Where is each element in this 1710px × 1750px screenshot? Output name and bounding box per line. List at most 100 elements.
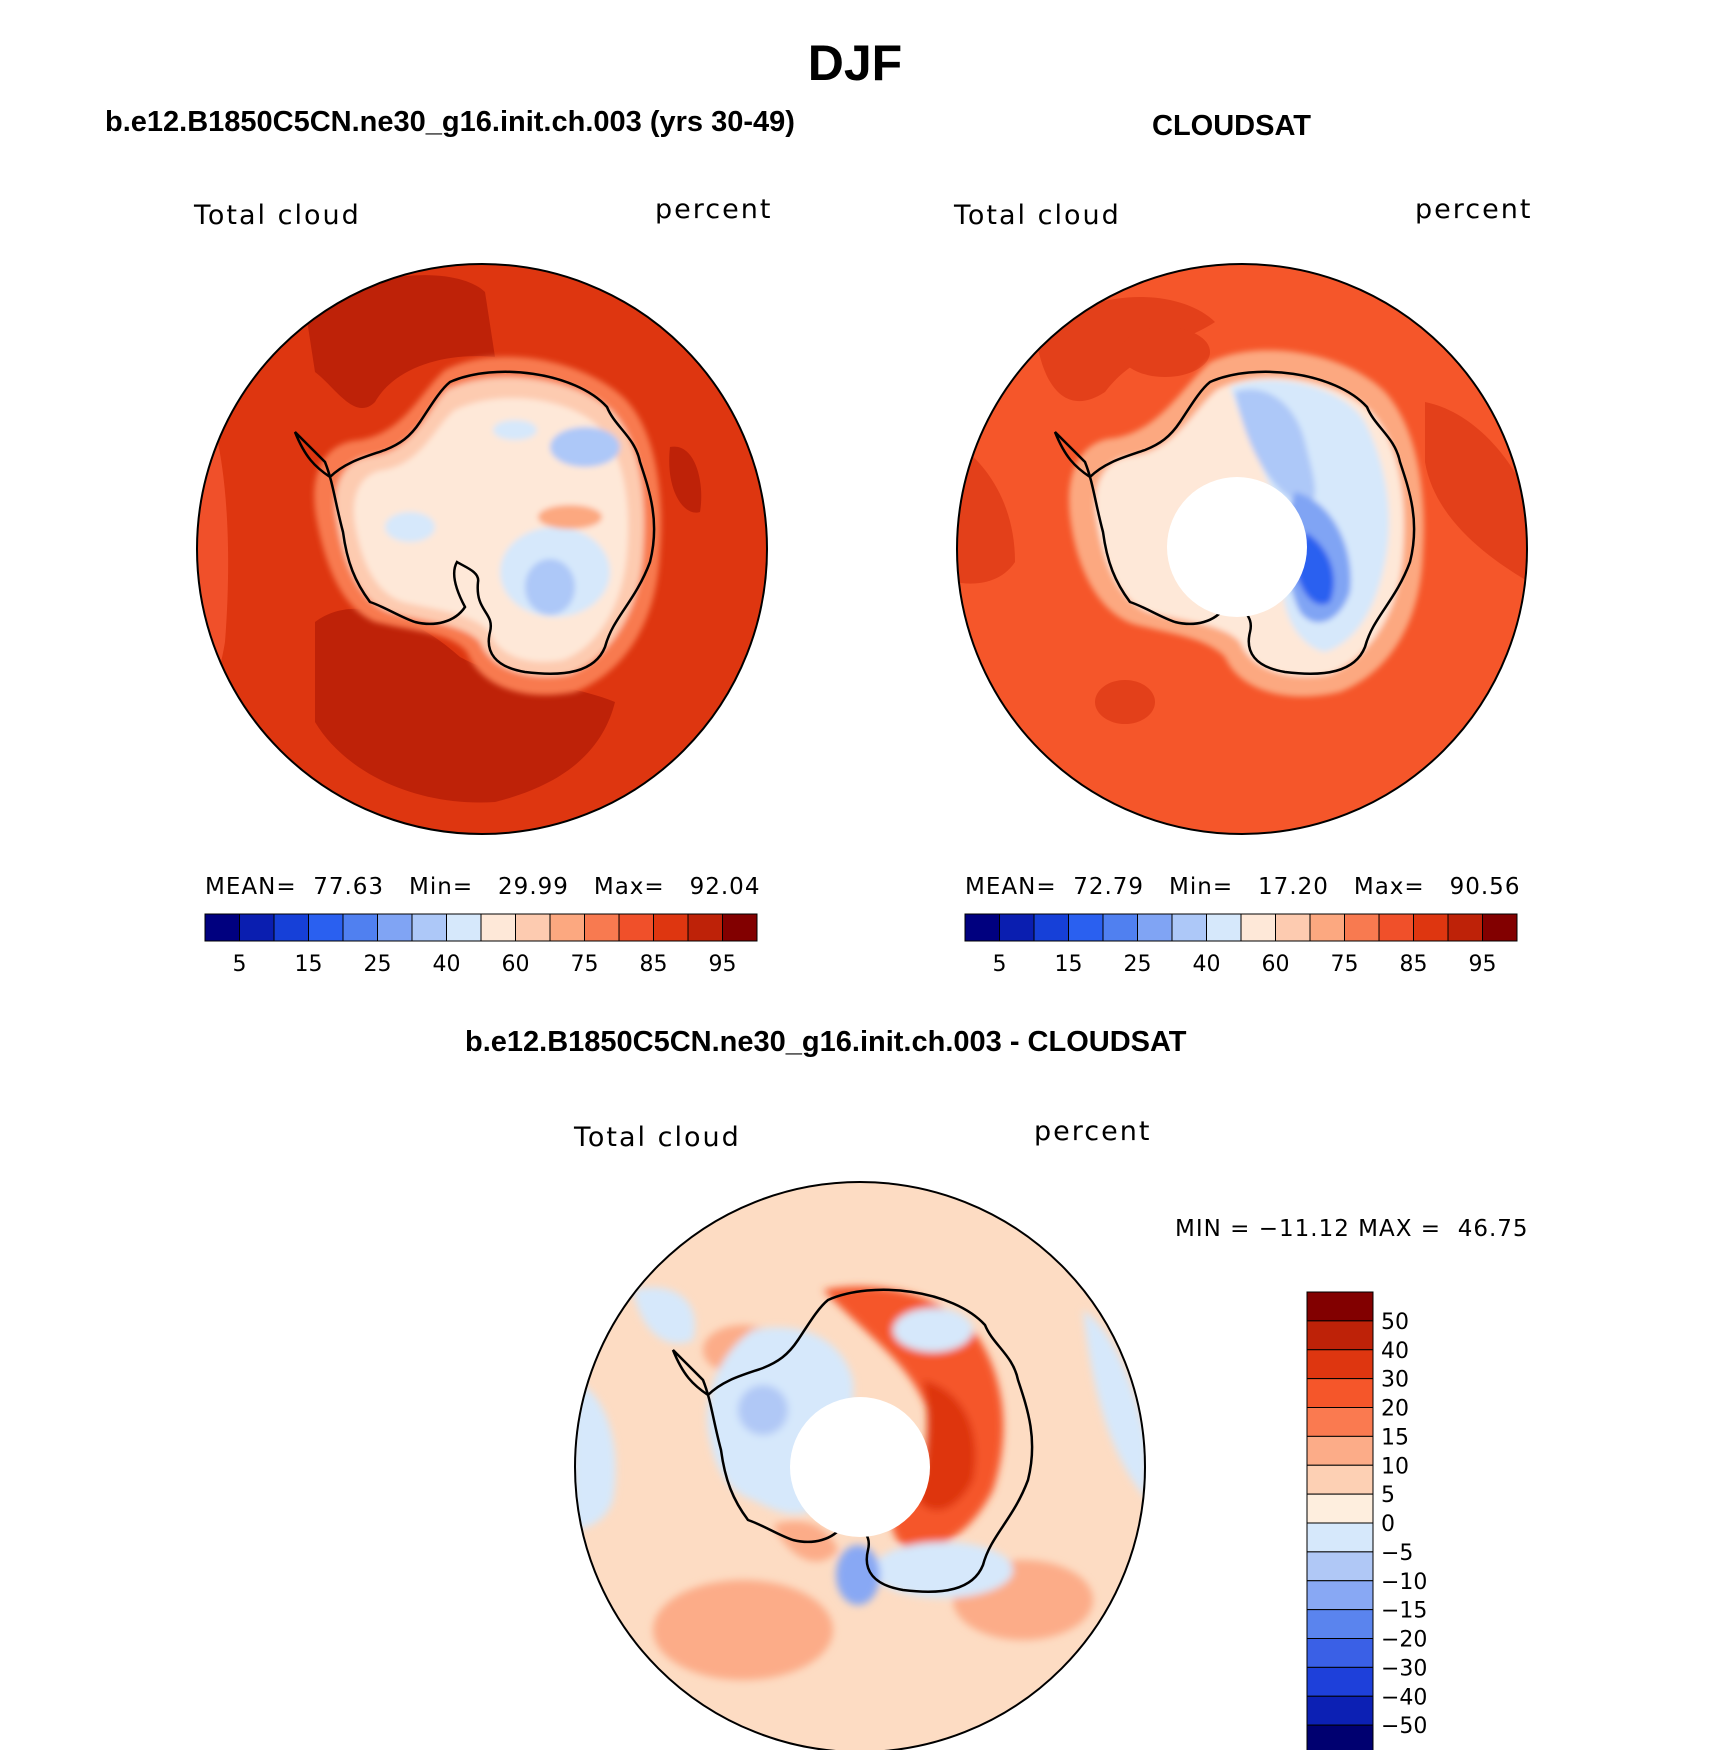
panel3-colorbar-swatch	[1306, 1407, 1374, 1437]
panel3-variable-label: Total cloud	[574, 1122, 741, 1153]
panel2-pole-hole	[1167, 477, 1307, 617]
panel1-colorbar-swatch	[239, 913, 275, 942]
panel3-colorbar-swatch	[1306, 1291, 1374, 1322]
panel2-variable-label: Total cloud	[954, 200, 1121, 231]
panel2-min-value: 17.20	[1258, 874, 1329, 900]
panel3-colorbar-swatch	[1306, 1666, 1374, 1697]
panel2-high-cloud-region	[1425, 402, 1527, 582]
panel3-negative-region	[893, 1308, 973, 1352]
panel2-colorbar-swatch	[1137, 913, 1173, 942]
panel2-units-label: percent	[1415, 194, 1533, 225]
panel2-colorbar-swatch	[1309, 913, 1345, 942]
panel3-title: b.e12.B1850C5CN.ne30_g16.init.ch.003 - C…	[465, 1026, 1187, 1058]
panel1-colorbar-tick-label: 75	[571, 952, 599, 977]
panel3-negative-region	[836, 1545, 880, 1605]
panel1-colorbar-swatch	[446, 913, 482, 942]
panel3-colorbar-tick-label: 40	[1381, 1339, 1409, 1364]
panel1-colorbar-tick-label: 15	[295, 952, 323, 977]
panel3-map-border	[574, 1181, 1146, 1750]
panel2-colorbar-swatch	[1378, 913, 1414, 942]
panel2-min-label: Min=	[1169, 874, 1234, 900]
panel2-colorbar-swatch	[964, 913, 1000, 942]
panel3-map	[574, 1181, 1146, 1750]
panel1-colorbar-tick-label: 95	[709, 952, 737, 977]
panel3-colorbar-tick-label: 10	[1381, 1454, 1409, 1479]
panel2-map	[956, 263, 1528, 835]
panel2-colorbar-swatch	[1102, 913, 1138, 942]
panel3-colorbar-swatch	[1306, 1638, 1374, 1668]
panel1-colorbar: 5 15 25 40 60 75 85 95	[204, 913, 758, 977]
panel3-negative-region	[1083, 1310, 1145, 1500]
figure-title: DJF	[807, 35, 903, 91]
panel1-colorbar-tick-label: 85	[640, 952, 668, 977]
panel1-colorbar-swatch	[480, 913, 516, 942]
panel2-high-cloud-region	[957, 442, 1015, 584]
panel2-colorbar-swatch	[1344, 913, 1380, 942]
panel3-minmax-text: MIN = −11.12 MAX = 46.75	[1175, 1216, 1529, 1242]
panel1-colorbar-swatch	[584, 913, 620, 942]
panel2-colorbar-swatch	[1413, 913, 1449, 942]
panel2-colorbar: 5 15 25 40 60 75 85 95	[964, 913, 1518, 977]
panel3-positive-region	[918, 1380, 976, 1511]
panel2-colorbar-swatch	[1206, 913, 1242, 942]
panel3-pole-hole	[790, 1397, 930, 1537]
panel3-colorbar-swatch	[1306, 1609, 1374, 1639]
panel1-stats: MEAN= 77.63 Min= 29.99 Max= 92.04	[205, 874, 760, 900]
panel2-mean-value: 72.79	[1073, 874, 1145, 900]
panel2-colorbar-tick-label: 60	[1262, 952, 1290, 977]
panel2-colorbar-tick-label: 85	[1400, 952, 1428, 977]
panel3-negative-region	[873, 1542, 1013, 1598]
panel3-colorbar-swatch	[1306, 1580, 1374, 1611]
panel3-colorbar-swatch	[1306, 1493, 1374, 1524]
panel3-colorbar-tick-label: 20	[1381, 1397, 1409, 1422]
panel1-colorbar-swatch	[618, 913, 654, 942]
panel3-colorbar-tick-label: −50	[1381, 1714, 1427, 1739]
panel3-negative-region	[738, 1385, 788, 1435]
panel2-colorbar-tick-label: 5	[993, 952, 1007, 977]
panel2-colorbar-swatch	[1447, 913, 1483, 942]
panel3-colorbar-swatch	[1306, 1695, 1374, 1726]
panel2-colorbar-swatch	[1068, 913, 1104, 942]
panel1-colorbar-tick-label: 25	[364, 952, 392, 977]
panel2-colorbar-tick-label: 25	[1124, 952, 1152, 977]
panel1-high-cloud-region	[305, 275, 495, 409]
panel3-colorbar-swatch	[1306, 1378, 1374, 1408]
panel1-colorbar-tick-label: 40	[433, 952, 461, 977]
panel2-colorbar-swatch	[1482, 913, 1518, 942]
panel3-negative-region	[575, 1380, 616, 1530]
panel1-min-label: Min=	[409, 874, 474, 900]
panel1-colorbar-swatch	[722, 913, 758, 942]
panel3-colorbar-swatch	[1306, 1724, 1374, 1750]
panel2-colorbar-swatch	[1171, 913, 1207, 942]
panel1-colorbar-swatch	[653, 913, 689, 942]
panel2-title: CLOUDSAT	[1152, 110, 1311, 142]
panel2-colorbar-tick-label: 15	[1055, 952, 1083, 977]
panel1-variable-label: Total cloud	[194, 200, 361, 231]
panel1-low-cloud-region	[493, 420, 537, 440]
panel1-colorbar-swatch	[687, 913, 723, 942]
panel3-positive-region	[653, 1580, 833, 1680]
panel3-colorbar-tick-label: −5	[1381, 1541, 1413, 1566]
panel2-colorbar-swatch	[999, 913, 1035, 942]
panel1-colorbar-swatch	[515, 913, 551, 942]
panel2-map-border	[956, 263, 1528, 835]
panel1-colorbar-tick-label: 60	[502, 952, 530, 977]
panel1-colorbar-swatch	[273, 913, 309, 942]
panel3-colorbar-swatch	[1306, 1349, 1374, 1380]
panel3-colorbar-tick-label: 30	[1381, 1368, 1409, 1393]
panel1-colorbar-swatch	[549, 913, 585, 942]
panel2-high-cloud-region	[1120, 327, 1210, 377]
panel1-colorbar-tick-label: 5	[233, 952, 247, 977]
panel1-low-cloud-region	[525, 559, 575, 615]
panel2-max-label: Max=	[1353, 874, 1425, 900]
panel2-max-value: 90.56	[1449, 874, 1521, 900]
panel3-colorbar-tick-label: 5	[1381, 1483, 1395, 1508]
panel1-colorbar-swatch	[377, 913, 413, 942]
panel3-negative-region	[633, 1287, 695, 1344]
panel2-stats: MEAN= 72.79 Min= 17.20 Max= 90.56	[965, 874, 1520, 900]
panel2-colorbar-tick-label: 40	[1193, 952, 1221, 977]
panel1-title: b.e12.B1850C5CN.ne30_g16.init.ch.003 (yr…	[105, 106, 795, 138]
panel2-colorbar-swatch	[1033, 913, 1069, 942]
panel1-colorbar-swatch	[204, 913, 240, 942]
